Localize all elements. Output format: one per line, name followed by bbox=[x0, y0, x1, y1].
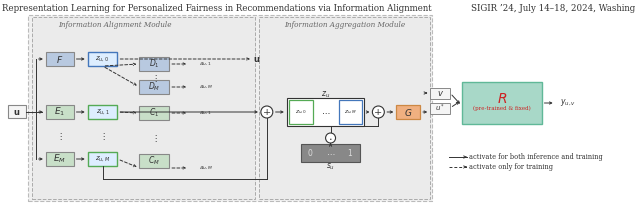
Text: Representation Learning for Personalized Fairness in Recommendations via Informa: Representation Learning for Personalized… bbox=[2, 4, 431, 13]
Text: $z_{u,1}$: $z_{u,1}$ bbox=[95, 107, 109, 116]
Text: $\vdots$: $\vdots$ bbox=[56, 131, 63, 141]
Text: $\mathbf{u}$: $\mathbf{u}$ bbox=[13, 107, 20, 116]
Text: activate only for training: activate only for training bbox=[469, 163, 553, 171]
Text: $0$: $0$ bbox=[307, 147, 314, 159]
Text: $z_{u,0}$: $z_{u,0}$ bbox=[95, 55, 109, 64]
Text: $E_1$: $E_1$ bbox=[54, 106, 65, 118]
Bar bbox=[46, 52, 74, 66]
Text: $G$: $G$ bbox=[404, 107, 413, 117]
Circle shape bbox=[261, 106, 273, 118]
Text: $F$: $F$ bbox=[56, 54, 63, 64]
Text: $\vdots$: $\vdots$ bbox=[99, 131, 106, 141]
Text: $v$: $v$ bbox=[436, 89, 444, 98]
Bar bbox=[339, 100, 362, 124]
Text: $z_u$: $z_u$ bbox=[321, 90, 330, 100]
Text: $1$: $1$ bbox=[348, 147, 353, 159]
Text: $\mathbf{u}$: $\mathbf{u}$ bbox=[253, 55, 260, 64]
Text: $R$: $R$ bbox=[497, 92, 507, 106]
Text: $\cdots$: $\cdots$ bbox=[321, 108, 330, 116]
Bar bbox=[32, 17, 255, 199]
Text: $C_M$: $C_M$ bbox=[148, 155, 160, 167]
Text: $\cdots$: $\cdots$ bbox=[326, 149, 335, 157]
Text: $D_1$: $D_1$ bbox=[149, 58, 160, 70]
Bar bbox=[46, 152, 74, 166]
Text: $z_{u,0}$: $z_{u,0}$ bbox=[294, 108, 307, 116]
Text: $\vdots$: $\vdots$ bbox=[151, 73, 157, 83]
Text: $a_{u,1}$: $a_{u,1}$ bbox=[199, 109, 212, 117]
Text: $z_{u,M}$: $z_{u,M}$ bbox=[344, 108, 357, 116]
Text: $C_1$: $C_1$ bbox=[149, 107, 159, 119]
Text: $s_u$: $s_u$ bbox=[326, 162, 335, 172]
Bar bbox=[430, 88, 450, 99]
Bar bbox=[140, 57, 169, 71]
Text: SIGIR ’24, July 14–18, 2024, Washing: SIGIR ’24, July 14–18, 2024, Washing bbox=[471, 4, 636, 13]
Bar bbox=[396, 105, 420, 119]
Bar bbox=[462, 82, 541, 124]
Bar bbox=[140, 106, 169, 120]
Text: $a_{u,M}$: $a_{u,M}$ bbox=[199, 164, 214, 172]
Text: $a_{u,M}$: $a_{u,M}$ bbox=[199, 83, 214, 91]
Bar bbox=[8, 105, 26, 118]
Text: +: + bbox=[374, 107, 383, 116]
Text: $a_{u,1}$: $a_{u,1}$ bbox=[199, 60, 212, 68]
Bar bbox=[140, 154, 169, 168]
Bar bbox=[287, 98, 364, 126]
Text: $\cdot$: $\cdot$ bbox=[328, 132, 333, 143]
Text: $z_{u,M}$: $z_{u,M}$ bbox=[95, 155, 110, 163]
Text: (pre-trained & fixed): (pre-trained & fixed) bbox=[473, 105, 531, 111]
Text: $u^*$: $u^*$ bbox=[435, 102, 445, 114]
Bar bbox=[46, 105, 74, 119]
Text: +: + bbox=[262, 107, 271, 116]
Text: Information Aggregation Module: Information Aggregation Module bbox=[284, 21, 405, 29]
Bar bbox=[430, 103, 450, 114]
Text: Information Alignment Module: Information Alignment Module bbox=[58, 21, 172, 29]
Text: $E_M$: $E_M$ bbox=[53, 153, 67, 165]
Bar bbox=[301, 144, 360, 162]
Bar bbox=[88, 105, 118, 119]
Circle shape bbox=[326, 133, 335, 143]
Bar bbox=[289, 100, 312, 124]
Bar bbox=[88, 152, 118, 166]
Text: activate for both inference and training: activate for both inference and training bbox=[469, 153, 603, 161]
Bar bbox=[259, 17, 430, 199]
Bar bbox=[28, 15, 432, 201]
Bar bbox=[88, 52, 118, 66]
Text: $y_{u,v}$: $y_{u,v}$ bbox=[559, 98, 575, 108]
Text: $\vdots$: $\vdots$ bbox=[151, 134, 157, 144]
Circle shape bbox=[372, 106, 385, 118]
Text: $D_M$: $D_M$ bbox=[148, 81, 161, 93]
Bar bbox=[140, 80, 169, 94]
